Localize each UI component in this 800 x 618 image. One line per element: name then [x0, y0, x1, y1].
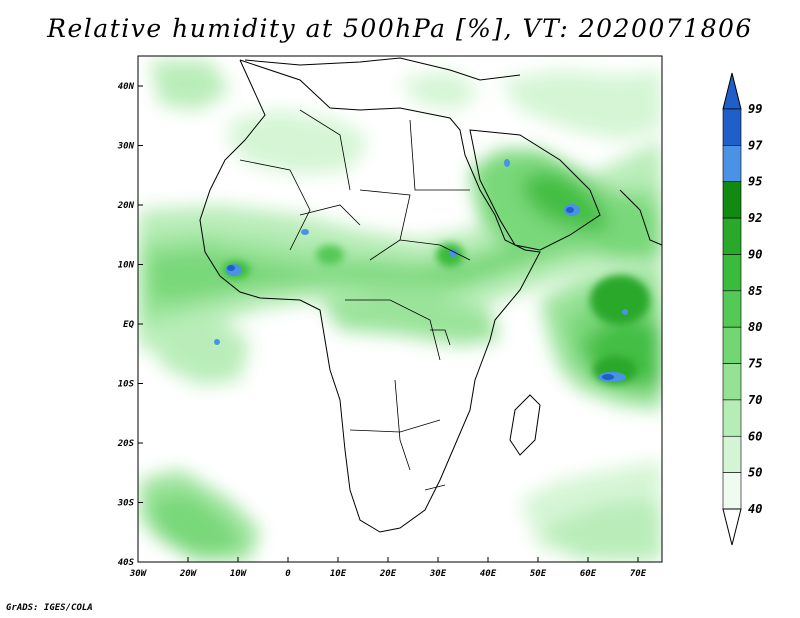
lon-tick-label: 50E	[530, 569, 547, 579]
colorbar-label: 80	[748, 320, 762, 334]
lat-tick-label: 10S	[118, 380, 135, 390]
colorbar-segment	[722, 181, 742, 219]
lat-tick-label: 40N	[118, 82, 135, 92]
lon-tick-label: 40E	[480, 569, 497, 579]
colorbar-segment	[722, 290, 742, 328]
lon-tick-label: 30E	[429, 569, 447, 579]
colorbar-segment	[722, 435, 742, 473]
colorbar-label: 97	[748, 138, 763, 152]
humidity-shading	[138, 60, 662, 562]
arabian-peninsula	[469, 129, 601, 251]
lon-tick-label: 30W	[129, 569, 148, 579]
colorbar-segment	[722, 399, 742, 437]
coastlines	[199, 57, 662, 533]
colorbar-segment	[722, 145, 742, 183]
colorbar-segment	[722, 254, 742, 292]
colorbar-segment	[722, 363, 742, 401]
credit-text: GrADS: IGES/COLA	[6, 603, 93, 613]
colorbar-segment	[722, 326, 742, 364]
lat-tick-label: EQ	[123, 320, 134, 330]
lat-tick-label: 30N	[117, 142, 135, 152]
colorbar-top-arrow	[722, 72, 742, 110]
lat-tick-label: 20S	[117, 439, 135, 449]
colorbar-label: 90	[748, 247, 762, 261]
colorbar-segment	[722, 472, 742, 510]
colorbar-label: 40	[748, 502, 762, 516]
longitude-axis: 30W 20W 10W 0 10E 20E 30E 40E 50E 60E 70E	[129, 557, 647, 579]
lon-tick-label: 0	[285, 569, 291, 579]
colorbar-bottom-arrow	[722, 508, 742, 546]
lon-tick-label: 10E	[330, 569, 347, 579]
colorbar-label: 95	[748, 175, 762, 189]
lon-tick-label: 10W	[230, 569, 248, 579]
lat-tick-label: 10N	[118, 261, 135, 271]
colorbar-label: 99	[748, 102, 762, 116]
madagascar	[509, 394, 541, 456]
colorbar-label: 60	[748, 429, 762, 443]
latitude-axis: 40N 30N 20N 10N EQ 10S 20S 30S 40S	[117, 82, 143, 568]
lon-tick-label: 70E	[630, 569, 647, 579]
lat-tick-label: 30S	[117, 499, 135, 509]
colorbar-label: 92	[748, 211, 762, 225]
colorbar-label: 70	[748, 393, 762, 407]
colorbar-label: 50	[748, 466, 762, 480]
plot-frame	[137, 55, 663, 563]
lat-tick-label: 40S	[118, 558, 135, 568]
colorbar-label: 85	[748, 284, 762, 298]
country-borders	[239, 109, 471, 491]
colorbar: 99 97 95 92 90 85 80 75 70 60 50 40	[722, 72, 763, 546]
colorbar-label: 75	[748, 357, 762, 371]
lon-tick-label: 60E	[580, 569, 597, 579]
mediterranean-north	[244, 57, 521, 81]
map-title: Relative humidity at 500hPa [%], VT: 202…	[47, 14, 753, 43]
colorbar-segment	[722, 108, 742, 146]
lon-tick-label: 20W	[179, 569, 198, 579]
lon-tick-label: 20E	[379, 569, 397, 579]
colorbar-segment	[722, 217, 742, 255]
africa-coastline	[199, 59, 541, 533]
lat-tick-label: 20N	[117, 201, 135, 211]
india-coast	[619, 189, 662, 246]
